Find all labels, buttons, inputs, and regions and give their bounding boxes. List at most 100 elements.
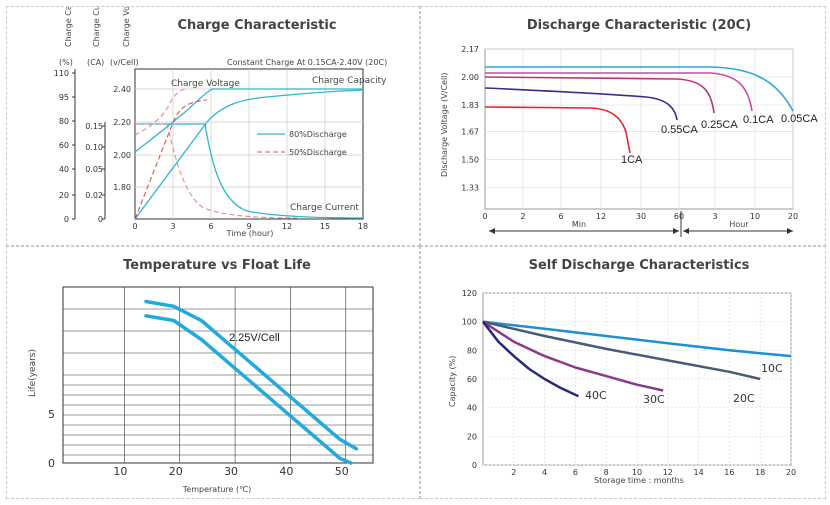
y-tick-label: 0 <box>472 461 477 470</box>
y-axis-label: Life(years) <box>28 349 38 397</box>
chart-title: Charge Characteristic <box>177 18 336 33</box>
x-tick-label: 14 <box>694 468 704 477</box>
x-tick-label: 9 <box>246 222 251 231</box>
y-tick-label: 1.83 <box>461 101 479 110</box>
x-hour-tick-label: 10 <box>750 212 760 221</box>
current-80-curve <box>135 123 364 219</box>
label-025ca: 0.25CA <box>701 119 738 131</box>
y-tick-label: 2.17 <box>461 45 479 54</box>
y-tick-label: 40 <box>467 404 477 413</box>
series-20C-line <box>482 320 761 381</box>
x-tick-label: 18 <box>755 468 765 477</box>
series-label: 30C <box>643 393 665 406</box>
y-tick-label: 0 <box>48 457 55 470</box>
x-tick-label: 10 <box>113 465 127 478</box>
capacity-tick-label: 60 <box>59 141 69 150</box>
series-30C-line <box>482 320 664 392</box>
current-tick-label: 0.02 <box>85 191 103 200</box>
x-tick-label: 50 <box>335 465 349 478</box>
current-tick-label: 0 <box>98 215 103 224</box>
capacity-tick-label: 40 <box>59 165 69 174</box>
chart-title: Temperature vs Float Life <box>123 258 311 273</box>
temperature-float-life-panel: Temperature vs Float Life Life(years) 10… <box>6 246 420 499</box>
current-tick-label: 0.15 <box>85 122 103 131</box>
y-tick-label: 1.50 <box>461 156 479 165</box>
discharge-characteristic-panel: Discharge Characteristic (20C) Discharge… <box>420 6 826 246</box>
axis-header-current: Charge Current <box>92 7 101 47</box>
x-min-tick-label: 6 <box>558 212 563 221</box>
float-life-curve-upper <box>144 299 359 451</box>
y-tick-label: 5 <box>48 408 55 421</box>
annotation-voltage: 2.25V/Cell <box>229 332 280 344</box>
series-10C-line <box>482 320 792 358</box>
capacity-tick-label: 95 <box>59 93 69 102</box>
y-tick-label: 20 <box>467 432 477 441</box>
chart-title: Discharge Characteristic (20C) <box>527 18 751 33</box>
x-tick-label: 20 <box>169 465 183 478</box>
left-axis-headers: Charge Capacity Charge Current Charge Vo… <box>64 7 131 47</box>
charge-characteristic-panel: Charge Characteristic Charge Capacity Ch… <box>6 6 420 246</box>
chart-subtitle: Constant Charge At 0.15CA-2.40V (20C) <box>227 58 387 67</box>
voltage-tick-label: 2.40 <box>113 85 131 94</box>
capacity-tick-label: 80 <box>59 117 69 126</box>
x-min-tick-label: 60 <box>674 212 684 221</box>
y-tick-label: 2.00 <box>461 73 479 82</box>
y-tick-label: 120 <box>462 289 477 298</box>
legend-80: 80%Discharge <box>289 130 347 139</box>
legend: 80%Discharge 50%Discharge <box>257 130 347 157</box>
x-tick-label: 12 <box>663 468 673 477</box>
curve-005ca <box>485 66 794 112</box>
self-discharge-panel: Self Discharge Characteristics Capacity … <box>420 246 826 499</box>
discharge-curves <box>484 66 794 154</box>
x-tick-label: 2 <box>511 468 516 477</box>
curve-055ca <box>484 87 678 121</box>
x-tick-label: 30 <box>224 465 238 478</box>
voltage-tick-label: 1.80 <box>113 183 131 192</box>
current-50-curve <box>135 123 298 219</box>
x-tick-label: 15 <box>320 222 330 231</box>
curve-1ca <box>484 106 631 154</box>
capacity-unit: (%) <box>59 58 73 67</box>
legend-50: 50%Discharge <box>289 148 347 157</box>
x-tick-label: 3 <box>170 222 175 231</box>
annotation-charge-capacity: Charge Capacity <box>312 76 387 86</box>
time-scale-arrows <box>489 211 793 237</box>
x-tick-label: 4 <box>542 468 547 477</box>
x-min-tick-label: 0 <box>482 212 487 221</box>
capacity-tick-label: 110 <box>54 69 69 78</box>
x-min-tick-label: 2 <box>520 212 525 221</box>
label-055ca: 0.55CA <box>661 124 698 136</box>
voltage-tick-label: 2.00 <box>113 151 131 160</box>
y-axis-label: Capacity (%) <box>448 356 457 407</box>
voltage-tick-label: 2.20 <box>113 118 131 127</box>
x-tick-label: 0 <box>132 222 137 231</box>
y-tick-label: 60 <box>467 375 477 384</box>
x-min-tick-label: 30 <box>636 212 646 221</box>
axis-header-capacity: Charge Capacity <box>64 7 73 47</box>
current-tick-label: 0.05 <box>85 165 103 174</box>
x-min-label: Min <box>572 220 586 229</box>
y-tick-label: 100 <box>462 318 477 327</box>
voltage-50-curve <box>134 88 186 136</box>
discharge-characteristic-chart: Discharge Characteristic (20C) Discharge… <box>440 18 818 237</box>
current-tick-label: 0.10 <box>85 143 103 152</box>
y-axis-label: Discharge Voltage (V/Cell) <box>440 72 449 177</box>
x-tick-label: 8 <box>604 468 609 477</box>
capacity-50-curve <box>134 99 208 220</box>
x-hour-tick-label: 20 <box>788 212 798 221</box>
x-tick-label: 18 <box>358 222 368 231</box>
curve-01ca <box>485 72 753 112</box>
charge-curves <box>134 88 364 220</box>
x-axis-label: Time (hour) <box>226 229 274 238</box>
voltage-unit: (v/Cell) <box>110 58 139 67</box>
x-tick-label: 40 <box>279 465 293 478</box>
x-tick-label: 20 <box>786 468 796 477</box>
label-01ca: 0.1CA <box>743 114 774 126</box>
y-tick-label: 1.67 <box>461 127 479 136</box>
chart-title: Self Discharge Characteristics <box>529 258 750 273</box>
curve-025ca <box>484 76 715 114</box>
capacity-tick-label: 0 <box>64 215 69 224</box>
charge-characteristic-chart: Charge Characteristic Charge Capacity Ch… <box>54 7 387 238</box>
capacity-80-curve <box>134 89 364 220</box>
x-min-tick-label: 12 <box>596 212 606 221</box>
